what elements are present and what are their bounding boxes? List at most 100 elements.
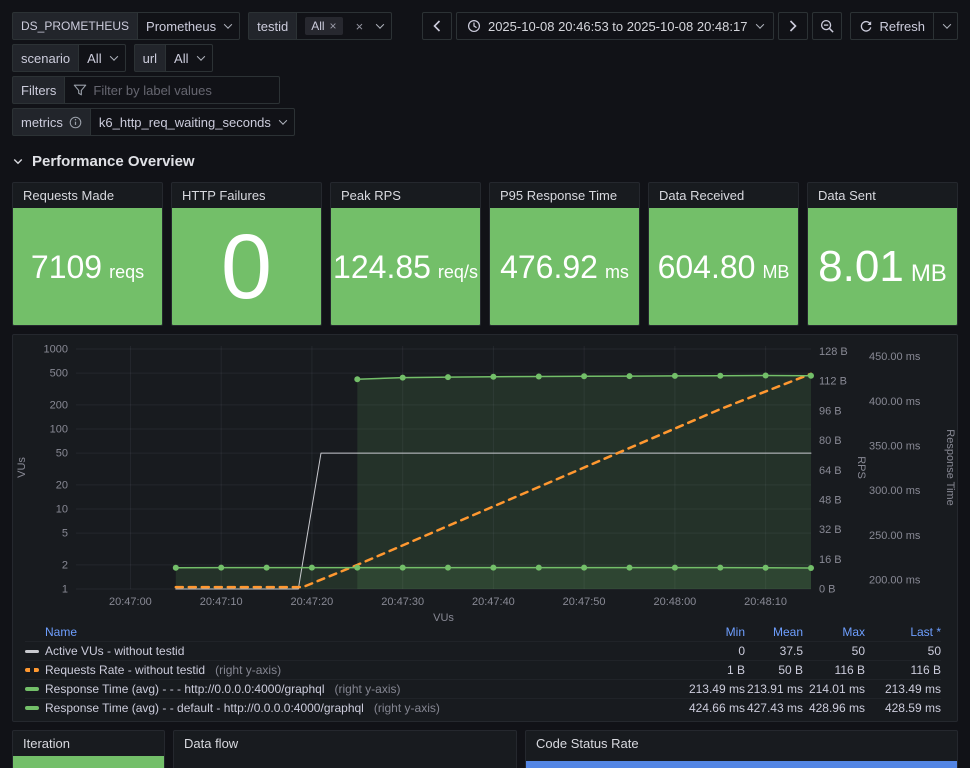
panel-title[interactable]: Data Sent	[818, 188, 876, 203]
legend-header-last[interactable]: Last *	[910, 624, 941, 639]
refresh-label: Refresh	[879, 18, 925, 34]
svg-text:VUs: VUs	[16, 457, 28, 478]
stat-value: 604.80 MB	[649, 208, 798, 325]
panel-title[interactable]: HTTP Failures	[182, 188, 266, 203]
stat-value: 476.92 ms	[490, 208, 639, 325]
toolbar-row-2: scenario All url All	[12, 44, 958, 72]
legend-row: Response Time (avg) - - default - http:/…	[25, 698, 941, 717]
time-range-button[interactable]: 2025-10-08 20:46:53 to 2025-10-08 20:48:…	[455, 12, 775, 40]
panel-title[interactable]: P95 Response Time	[500, 188, 618, 203]
time-shift-back-button[interactable]	[421, 12, 452, 40]
section-title: Performance Overview	[32, 152, 195, 170]
timeseries-chart[interactable]: 1000 500 200 100 50 20 10 5 2 1 128 B 112 B 96 B 80 B…	[13, 335, 957, 621]
metrics-label-text: metrics	[21, 114, 63, 130]
refresh-control: Refresh	[850, 12, 958, 40]
info-icon[interactable]	[69, 116, 82, 129]
series-color-icon	[25, 687, 39, 691]
svg-text:112 B: 112 B	[819, 376, 847, 388]
var-url-picker[interactable]: All	[165, 44, 213, 72]
svg-text:250.00 ms: 250.00 ms	[869, 530, 921, 542]
refresh-icon	[861, 20, 872, 32]
zoom-out-icon	[820, 19, 834, 33]
legend-row: Requests Rate - without testid (right y-a…	[25, 660, 941, 679]
svg-text:16 B: 16 B	[819, 554, 842, 566]
panel-title[interactable]: Code Status Rate	[536, 736, 639, 751]
legend-series-label[interactable]: Response Time (avg) - - default - http:/…	[25, 701, 685, 715]
stat-panel-http-failures: HTTP Failures 0	[171, 182, 322, 326]
svg-text:400.00 ms: 400.00 ms	[869, 396, 921, 408]
selected-value-chip[interactable]: All ×	[305, 17, 343, 35]
svg-text:20:47:00: 20:47:00	[109, 596, 152, 608]
legend-series-label[interactable]: Active VUs - without testid	[25, 644, 685, 658]
svg-text:1000: 1000	[44, 343, 68, 355]
stat-value: 8.01 MB	[808, 208, 957, 325]
code-status-bar	[526, 761, 957, 768]
var-testid-picker[interactable]: All × ×	[296, 12, 393, 40]
legend-max-value: 116 B	[834, 663, 865, 677]
var-datasource-value: Prometheus	[146, 18, 217, 34]
legend-body: Active VUs - without testid 0 37.5 50 50 Requ…	[25, 641, 941, 717]
panel-title[interactable]: Data Received	[659, 188, 745, 203]
series-color-icon	[25, 649, 39, 653]
toolbar-row-3: Filters	[12, 76, 958, 104]
var-metrics: metrics k6_http_req_waiting_seconds	[12, 108, 295, 136]
legend-series-label[interactable]: Response Time (avg) - - - http://0.0.0.0…	[25, 682, 685, 696]
svg-text:Response Time: Response Time	[944, 429, 956, 505]
stat-value: 0	[172, 208, 321, 325]
refresh-button[interactable]: Refresh	[850, 12, 934, 40]
var-datasource-picker[interactable]: Prometheus	[137, 12, 241, 40]
panel-title[interactable]: Peak RPS	[341, 188, 401, 203]
panel-title[interactable]: Requests Made	[23, 188, 115, 203]
legend-header-max[interactable]: Max	[842, 624, 865, 639]
svg-text:0 B: 0 B	[819, 584, 836, 596]
var-scenario-label: scenario	[12, 44, 80, 72]
legend-last-value: 50	[927, 644, 941, 658]
var-scenario: scenario All	[12, 44, 126, 72]
svg-text:1: 1	[62, 584, 68, 596]
chevron-down-icon	[223, 20, 233, 29]
stat-value: 124.85 req/s	[331, 208, 480, 325]
refresh-interval-button[interactable]	[933, 12, 958, 40]
legend-last-value: 213.49 ms	[884, 682, 941, 696]
remove-chip-icon[interactable]: ×	[329, 19, 337, 33]
filters-input[interactable]	[93, 82, 272, 98]
svg-text:64 B: 64 B	[819, 465, 842, 477]
svg-text:300.00 ms: 300.00 ms	[869, 485, 921, 497]
legend-mean-value: 213.91 ms	[746, 682, 803, 696]
legend-series-label[interactable]: Requests Rate - without testid (right y-a…	[25, 663, 685, 677]
svg-text:20:48:00: 20:48:00	[653, 596, 696, 608]
chevron-down-icon	[13, 159, 23, 165]
chevron-down-icon	[278, 116, 288, 125]
var-datasource: DS_PROMETHEUS Prometheus	[12, 12, 241, 40]
funnel-icon	[74, 84, 87, 96]
chip-label: All	[311, 19, 325, 33]
var-testid-label: testid	[248, 12, 298, 40]
panel-title[interactable]: Data flow	[184, 736, 239, 751]
time-shift-forward-button[interactable]	[778, 12, 809, 40]
legend-header-min[interactable]: Min	[725, 624, 745, 639]
clear-selection-icon[interactable]: ×	[355, 18, 364, 34]
legend-min-value: 213.49 ms	[688, 682, 745, 696]
var-scenario-picker[interactable]: All	[78, 44, 126, 72]
panel-data-flow: Data flow	[173, 730, 517, 768]
var-metrics-picker[interactable]: k6_http_req_waiting_seconds	[89, 108, 295, 136]
series-color-icon	[25, 706, 39, 710]
svg-text:VUs: VUs	[433, 612, 454, 621]
legend-min-value: 424.66 ms	[688, 701, 745, 715]
legend-header-name[interactable]: Name	[45, 624, 78, 639]
stat-panel-p95-response-time: P95 Response Time 476.92 ms	[489, 182, 640, 326]
legend-header-mean[interactable]: Mean	[772, 624, 803, 639]
section-performance-overview[interactable]: Performance Overview	[12, 148, 958, 174]
zoom-out-button[interactable]	[812, 12, 843, 40]
svg-text:128 B: 128 B	[819, 346, 848, 358]
svg-text:200: 200	[50, 399, 68, 411]
svg-text:20:47:20: 20:47:20	[290, 596, 333, 608]
svg-text:350.00 ms: 350.00 ms	[869, 441, 921, 453]
svg-text:80 B: 80 B	[819, 435, 842, 447]
svg-text:5: 5	[62, 528, 68, 540]
svg-text:48 B: 48 B	[819, 494, 842, 506]
panel-title[interactable]: Iteration	[23, 736, 70, 751]
svg-text:20:48:10: 20:48:10	[744, 596, 787, 608]
iteration-stat-body	[13, 756, 164, 768]
stat-panel-data-received: Data Received 604.80 MB	[648, 182, 799, 326]
